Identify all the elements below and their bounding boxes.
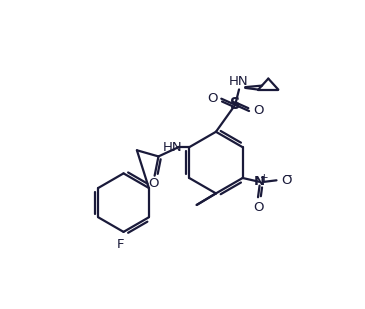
Text: S: S xyxy=(230,97,241,112)
Text: HN: HN xyxy=(229,75,249,88)
Text: +: + xyxy=(260,173,269,183)
Text: HN: HN xyxy=(162,141,182,154)
Text: N: N xyxy=(254,175,265,188)
Text: O: O xyxy=(281,174,292,187)
Text: −: − xyxy=(284,171,292,181)
Text: O: O xyxy=(253,104,264,117)
Text: F: F xyxy=(117,238,124,251)
Text: O: O xyxy=(207,92,218,105)
Text: O: O xyxy=(253,201,263,214)
Text: O: O xyxy=(148,177,158,190)
